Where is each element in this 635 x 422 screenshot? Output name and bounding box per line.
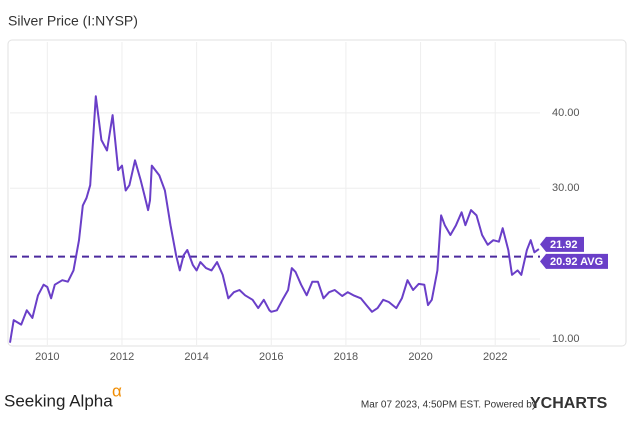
x-tick-label: 2010 [35, 351, 59, 363]
x-tick-label: 2022 [483, 351, 507, 363]
current-value-box [540, 236, 584, 252]
powered-by: Powered by [484, 400, 537, 411]
average-value-label: 20.92 AVG [550, 256, 603, 268]
x-tick-label: 2012 [110, 351, 134, 363]
x-tick-label: 2016 [259, 351, 283, 363]
provider: YCHARTS [530, 395, 608, 412]
average-value-box [540, 253, 608, 269]
chart-title: Silver Price (I:NYSP) [8, 13, 138, 29]
x-tick-label: 2018 [334, 351, 358, 363]
x-tick-label: 2020 [408, 351, 432, 363]
plot-frame [7, 39, 627, 347]
brand-mark: α [112, 381, 122, 400]
timestamp: Mar 07 2023, 4:50PM EST. [361, 400, 481, 411]
y-tick-label: 40.00 [552, 107, 580, 119]
current-value-label: 21.92 [550, 239, 578, 251]
y-tick-label: 10.00 [552, 333, 580, 345]
x-tick-label: 2014 [184, 351, 208, 363]
y-tick-label: 30.00 [552, 182, 580, 194]
price-line [9, 95, 540, 343]
brand: Seeking Alpha [4, 391, 113, 410]
